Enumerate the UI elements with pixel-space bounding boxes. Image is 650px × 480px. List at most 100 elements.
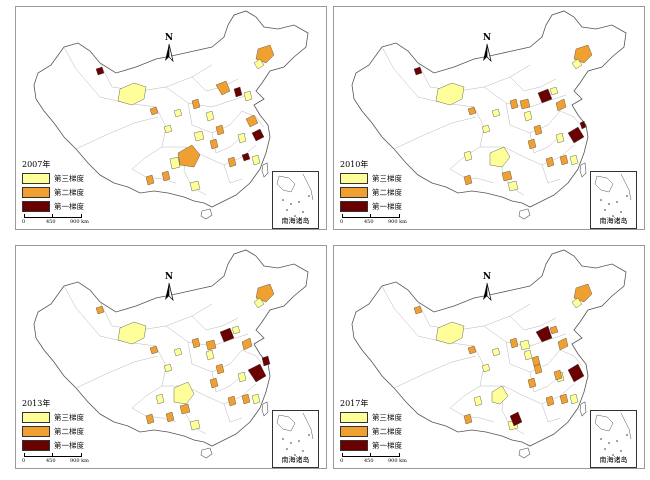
city-region-first: [535, 325, 553, 343]
legend-label: 第二梯度: [372, 187, 402, 197]
city-region-second: [549, 325, 559, 335]
legend-label: 第三梯度: [372, 412, 402, 422]
province-border: [63, 285, 157, 347]
inset-island: [604, 448, 606, 450]
city-region-third: [173, 108, 183, 118]
inset-island: [290, 442, 292, 444]
city-region-third: [173, 381, 195, 405]
city-region-second: [545, 156, 555, 168]
city-region-second: [255, 44, 275, 64]
legend-item-third: 第三梯度: [340, 171, 402, 185]
city-region-second: [179, 403, 191, 415]
city-region-second: [165, 411, 175, 423]
city-region-first: [251, 128, 265, 142]
scale-bar: 0 450 900 km: [340, 214, 407, 228]
inset-island: [608, 442, 610, 444]
scale-zero: 0: [340, 219, 344, 225]
legend-label: 第二梯度: [54, 426, 84, 436]
province-border: [381, 285, 475, 347]
city-region-second: [215, 80, 231, 96]
legend-label: 第二梯度: [372, 426, 402, 436]
hainan-island: [200, 208, 213, 220]
inset-island: [612, 215, 614, 217]
city-region-third: [507, 180, 519, 192]
south-china-sea-inset: 南海诸岛: [272, 171, 319, 229]
city-region-third: [251, 393, 261, 405]
city-region-third: [205, 349, 215, 361]
city-region-third: [253, 297, 265, 309]
city-region-second: [509, 337, 519, 349]
province-border: [480, 144, 575, 166]
city-region-third: [491, 347, 501, 357]
legend-item-first: 第一梯度: [22, 438, 84, 452]
scale-end: 900 km: [388, 219, 407, 225]
scale-end: 900 km: [70, 458, 89, 464]
legend-item-first: 第一梯度: [22, 199, 84, 213]
city-region-second: [215, 124, 225, 136]
inset-coast: [594, 414, 614, 432]
city-region-second: [191, 337, 201, 349]
legend-swatch-first: [340, 200, 368, 212]
taiwan-island: [261, 162, 269, 178]
south-china-sea-inset: 南海诸岛: [272, 410, 319, 468]
hainan-island: [518, 447, 531, 459]
inset-coast: [620, 412, 632, 440]
south-china-sea-inset: 南海诸岛: [590, 410, 637, 468]
city-region-second: [467, 345, 477, 355]
city-region-second: [545, 395, 555, 407]
north-arrow-icon: N: [481, 33, 493, 67]
map-year-label: 2017年: [340, 399, 369, 408]
province-border: [99, 62, 213, 92]
province-border: [417, 301, 531, 331]
taiwan-island: [579, 401, 587, 417]
china-map: [351, 249, 627, 459]
province-border: [449, 168, 495, 184]
province-border: [75, 116, 159, 150]
inset-island: [616, 201, 618, 203]
city-region-third: [571, 58, 583, 70]
south-china-sea-inset: 南海诸岛: [590, 171, 637, 229]
inset-coast: [302, 173, 314, 201]
city-region-third: [569, 154, 579, 166]
city-region-second: [191, 98, 201, 110]
legend-swatch-second: [22, 425, 50, 437]
map-panel-2013: N 2013年 第三梯度 第二梯度 第一梯度 0 450 900 km 南海诸岛: [15, 245, 327, 469]
city-region-second: [245, 114, 259, 128]
inset-island: [294, 454, 296, 456]
province-border: [393, 116, 477, 150]
inset-island: [600, 199, 602, 201]
taiwan-island: [261, 401, 269, 417]
city-region-second: [413, 305, 423, 315]
inset-island: [290, 203, 292, 205]
city-region-third: [481, 363, 491, 373]
scale-bar: 0 450 900 km: [22, 453, 89, 467]
city-region-second: [519, 98, 531, 110]
inset-island: [604, 209, 606, 211]
province-border: [165, 86, 249, 108]
inset-coast: [302, 412, 314, 440]
city-region-third: [435, 321, 465, 345]
scale-bar: 0 450 900 km: [340, 453, 407, 467]
map-legend: 第三梯度 第二梯度 第一梯度: [22, 410, 84, 452]
hainan-island: [200, 447, 213, 459]
legend-item-second: 第二梯度: [22, 424, 84, 438]
china-map: [33, 10, 309, 220]
city-region-third: [205, 110, 215, 122]
legend-item-second: 第二梯度: [340, 185, 402, 199]
legend-swatch-first: [340, 439, 368, 451]
city-region-second: [559, 154, 569, 166]
city-region-third: [237, 371, 247, 383]
city-region-third: [155, 393, 165, 405]
city-region-first: [241, 152, 251, 162]
city-region-third: [231, 325, 241, 335]
province-border: [480, 383, 575, 405]
map-year-label: 2013年: [22, 399, 51, 408]
legend-label: 第一梯度: [372, 440, 402, 450]
legend-swatch-first: [22, 200, 50, 212]
legend-swatch-third: [340, 411, 368, 423]
city-region-first: [261, 355, 271, 367]
map-year-label: 2007年: [22, 160, 51, 169]
scale-mid: 450: [46, 219, 56, 225]
north-letter: N: [482, 33, 492, 43]
province-border: [559, 110, 583, 128]
